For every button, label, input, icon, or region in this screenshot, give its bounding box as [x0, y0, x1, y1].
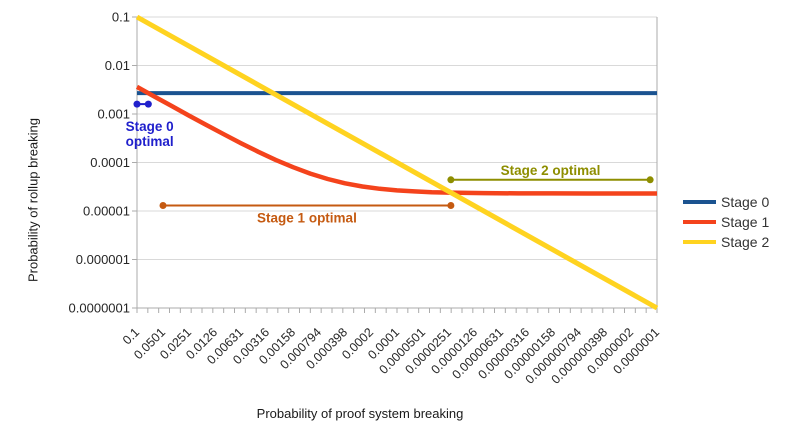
y-tick-label: 0.0000001 [69, 301, 130, 316]
stage-1-line-swatch [683, 220, 716, 224]
annotation-dot [646, 176, 654, 184]
y-tick-label: 0.0001 [90, 155, 130, 170]
legend: Stage 0 Stage 1 Stage 2 [683, 192, 769, 252]
annotation-dot [133, 100, 141, 108]
annotation-label: Stage 2 optimal [501, 163, 601, 178]
annotation-dot [447, 201, 455, 209]
x-axis-title: Probability of proof system breaking [256, 406, 464, 421]
legend-item-stage-1: Stage 1 [683, 212, 769, 232]
annotation-dot [159, 201, 167, 209]
legend-label: Stage 2 [721, 234, 770, 250]
annotation-label: Stage 0 [126, 119, 174, 134]
legend-item-stage-2: Stage 2 [683, 232, 769, 252]
annotation-label: Stage 1 optimal [257, 210, 357, 225]
y-tick-label: 0.01 [105, 58, 130, 73]
stage-0-line-swatch [683, 200, 716, 204]
legend-item-stage-0: Stage 0 [683, 192, 769, 212]
y-tick-label: 0.001 [97, 107, 130, 122]
y-tick-label: 0.1 [112, 10, 130, 25]
legend-label: Stage 1 [721, 214, 770, 230]
series-line-stage-1 [135, 84, 657, 196]
y-tick-label: 0.00001 [83, 204, 130, 219]
y-tick-label: 0.000001 [76, 252, 130, 267]
stage-2-line-swatch [683, 240, 716, 244]
annotation-dot [447, 176, 455, 184]
legend-label: Stage 0 [721, 194, 770, 210]
series-line-stage-2 [135, 14, 659, 311]
annotation-dot [144, 100, 152, 108]
annotation-label: optimal [126, 134, 174, 149]
y-axis-title: Probability of rollup breaking [25, 117, 41, 283]
